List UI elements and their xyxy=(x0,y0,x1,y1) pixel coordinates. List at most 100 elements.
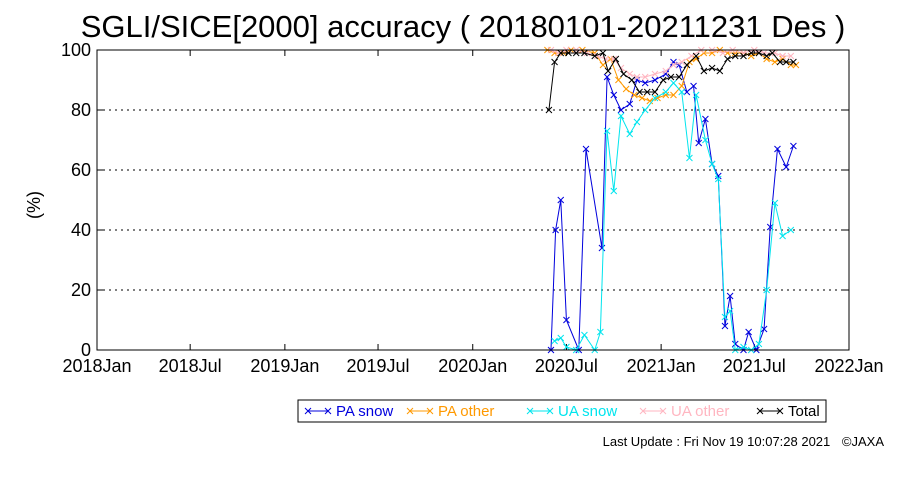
data-point-ua-snow xyxy=(726,307,734,315)
data-point-total xyxy=(565,49,572,57)
legend-marker xyxy=(426,407,434,415)
data-point-total xyxy=(667,73,675,81)
legend-marker xyxy=(546,407,554,415)
legend-marker xyxy=(406,407,414,415)
data-point-ua-snow xyxy=(662,88,670,96)
data-point-total xyxy=(599,49,607,57)
data-point-pa-other xyxy=(622,85,630,93)
chart-title: SGLI/SICE[2000] accuracy ( 20180101-2021… xyxy=(81,9,846,44)
series-line-total xyxy=(548,52,794,111)
legend-label-ua-other: UA other xyxy=(671,403,729,420)
data-point-pa-other xyxy=(670,91,677,99)
data-point-total xyxy=(692,52,700,60)
y-tick-label: 60 xyxy=(71,160,91,180)
series-line-ua-snow xyxy=(554,82,792,352)
data-point-total xyxy=(790,58,797,66)
series-total xyxy=(545,49,797,114)
data-point-ua-snow xyxy=(603,127,611,135)
data-point-ua-other xyxy=(641,73,649,81)
data-point-pa-snow xyxy=(582,145,590,153)
data-point-pa-other xyxy=(678,82,686,90)
data-point-pa-other xyxy=(646,97,654,105)
data-point-ua-other xyxy=(670,61,677,69)
data-point-ua-other xyxy=(662,67,670,75)
legend-marker xyxy=(776,407,784,415)
data-point-ua-snow xyxy=(563,343,570,351)
data-point-pa-snow xyxy=(695,139,703,147)
data-point-ua-other xyxy=(633,73,641,81)
data-point-ua-snow xyxy=(597,328,604,336)
y-tick-label: 20 xyxy=(71,280,91,300)
data-point-ua-snow xyxy=(708,160,716,168)
data-point-pa-snow xyxy=(610,91,618,99)
legend-marker xyxy=(304,407,312,415)
data-point-total xyxy=(581,49,588,57)
data-point-pa-snow xyxy=(745,328,752,336)
footer: Last Update : Fri Nov 19 10:07:28 2021 ©… xyxy=(603,434,884,449)
data-point-total xyxy=(708,64,716,72)
data-point-pa-snow xyxy=(603,73,611,81)
data-point-total xyxy=(755,49,763,57)
data-point-ua-snow xyxy=(678,88,686,96)
data-point-ua-snow xyxy=(670,79,677,87)
data-point-ua-snow xyxy=(692,91,700,99)
data-point-pa-snow xyxy=(598,244,606,252)
x-tick-label: 2019Jan xyxy=(250,356,319,376)
data-point-pa-snow xyxy=(641,79,649,87)
data-point-pa-other xyxy=(771,58,779,66)
x-tick-label: 2021Jan xyxy=(627,356,696,376)
data-point-pa-snow xyxy=(774,145,781,153)
last-update-text: Last Update : Fri Nov 19 10:07:28 2021 xyxy=(602,434,831,449)
data-point-ua-snow xyxy=(651,94,659,102)
data-point-ua-snow xyxy=(755,340,763,348)
data-point-ua-snow xyxy=(633,118,641,126)
data-point-ua-other xyxy=(787,52,795,60)
data-point-total xyxy=(628,76,636,84)
data-point-ua-snow xyxy=(787,226,795,234)
data-point-pa-other xyxy=(599,61,607,69)
x-axis-ticks: 2018Jan 2018Jul 2019Jan 2019Jul 2020Jan 2020J… xyxy=(62,50,884,376)
data-point-ua-other xyxy=(626,70,634,78)
data-point-ua-snow xyxy=(557,334,565,342)
data-point-pa-other xyxy=(692,55,700,63)
plot-frame xyxy=(96,49,850,351)
data-point-ua-snow xyxy=(581,331,588,339)
data-point-ua-other xyxy=(610,55,618,63)
data-point-ua-other xyxy=(602,55,609,63)
legend-item-pa-other: PA other xyxy=(406,403,494,420)
x-tick-label: 2020Jan xyxy=(438,356,507,376)
data-point-total xyxy=(716,67,724,75)
legend-marker xyxy=(526,407,534,415)
x-tick-label: 2022Jan xyxy=(814,356,883,376)
data-point-pa-snow xyxy=(633,76,641,84)
data-point-total xyxy=(724,55,731,63)
data-point-pa-snow xyxy=(721,322,729,330)
data-point-total xyxy=(651,88,659,96)
data-point-total xyxy=(763,52,770,60)
data-point-total xyxy=(659,76,667,84)
data-point-total xyxy=(776,58,784,66)
data-point-total xyxy=(683,61,691,69)
legend-marker xyxy=(756,407,764,415)
data-point-ua-other xyxy=(719,49,727,57)
data-point-total xyxy=(782,58,790,66)
data-point-total xyxy=(572,49,580,57)
series-line-pa-snow xyxy=(550,61,794,352)
data-point-ua-snow xyxy=(641,106,649,114)
data-point-ua-other xyxy=(779,52,786,60)
legend-marker xyxy=(324,407,332,415)
legend-marker xyxy=(659,407,667,415)
legend-item-pa-snow: PA snow xyxy=(304,403,393,420)
data-point-total xyxy=(636,88,643,96)
data-point-total xyxy=(675,73,683,81)
x-tick-label: 2021Jul xyxy=(723,356,786,376)
data-point-total xyxy=(545,106,553,114)
x-tick-label: 2019Jul xyxy=(347,356,410,376)
data-point-total xyxy=(731,52,739,60)
data-point-pa-snow xyxy=(683,88,691,96)
data-point-pa-snow xyxy=(563,316,570,324)
data-point-total xyxy=(557,49,565,57)
data-point-total xyxy=(604,67,612,75)
y-axis-label: (%) xyxy=(24,191,44,219)
legend-marker xyxy=(639,407,647,415)
